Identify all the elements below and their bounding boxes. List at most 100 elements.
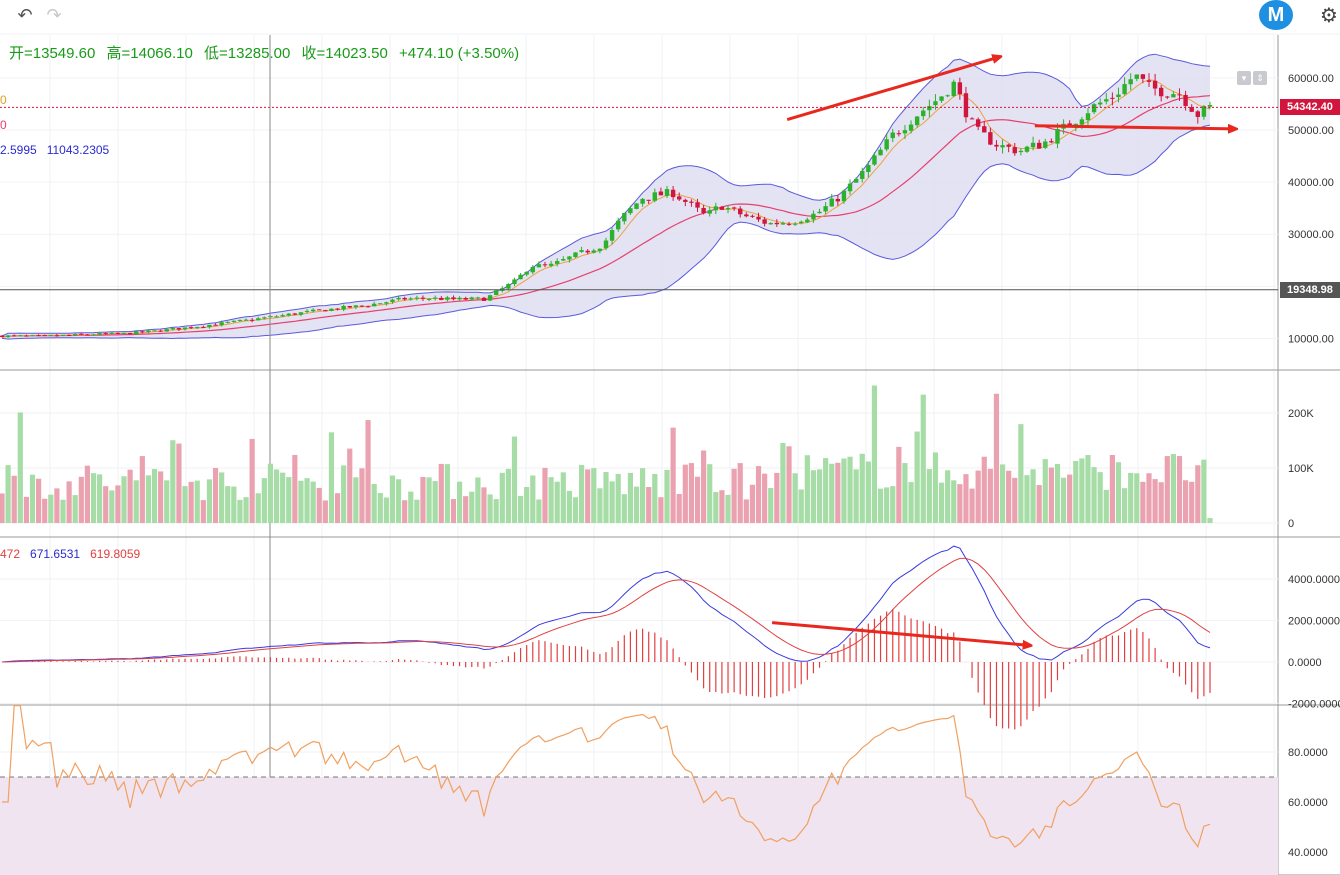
candle: [963, 93, 969, 118]
volume-bar: [72, 495, 78, 523]
boll-value-a: 2.5995: [0, 143, 37, 157]
undo-icon[interactable]: ↶: [17, 5, 33, 25]
macd-value-c: 619.8059: [90, 547, 141, 561]
macd-panel: [1, 545, 1211, 730]
candle: [5, 335, 11, 338]
collapse-panel-icon[interactable]: ▾: [1237, 71, 1251, 85]
candle: [914, 116, 920, 126]
volume-bar: [713, 491, 719, 523]
volume-bar: [517, 495, 524, 523]
volume-bar: [1012, 477, 1018, 523]
candle: [286, 313, 291, 316]
open-value: 开=13549.60: [9, 45, 96, 62]
volume-bar: [707, 464, 713, 523]
volume-bar: [676, 493, 682, 523]
y-tick-label: 100K: [1288, 463, 1314, 475]
volume-bar: [1158, 482, 1164, 523]
volume-bar: [36, 478, 42, 523]
candle: [445, 297, 450, 300]
volume-bar: [884, 487, 890, 523]
candle: [835, 198, 841, 202]
candle: [323, 310, 328, 312]
candle: [677, 196, 682, 200]
volume-bar: [902, 463, 908, 523]
candle: [786, 223, 792, 225]
candle: [426, 298, 432, 300]
candle: [799, 221, 804, 224]
volume-bar: [322, 500, 328, 523]
candle: [365, 306, 371, 308]
candle: [420, 297, 426, 299]
candle: [530, 267, 535, 273]
volume-bar: [585, 469, 591, 523]
volume-bar: [11, 475, 17, 523]
volume-bar: [450, 499, 457, 523]
volume-bar: [54, 488, 60, 523]
candle: [548, 263, 554, 266]
macd-value-b: 671.6531: [30, 547, 81, 561]
candle: [292, 313, 298, 315]
volume-bar: [536, 499, 542, 523]
candle: [182, 327, 188, 330]
candle: [384, 302, 389, 304]
volume-bar: [810, 470, 817, 523]
resize-panel-icon[interactable]: ⇕: [1253, 71, 1267, 85]
candle: [140, 331, 145, 333]
redo-icon[interactable]: ↷: [46, 5, 62, 25]
candle: [79, 333, 84, 335]
candle: [1189, 107, 1194, 112]
volume-bar: [603, 472, 609, 523]
volume-bar: [200, 500, 206, 523]
candle: [542, 264, 548, 266]
candle: [872, 155, 877, 165]
candle: [841, 190, 847, 202]
candle: [744, 214, 749, 217]
candle: [969, 118, 975, 120]
ma-label-a: 0: [0, 93, 7, 107]
candle: [1024, 146, 1030, 152]
volume-bar: [658, 497, 664, 523]
volume-bar: [444, 464, 450, 523]
gear-icon[interactable]: ⚙: [1320, 5, 1338, 27]
volume-bar: [566, 490, 572, 523]
volume-bar: [182, 486, 188, 523]
volume-bar: [914, 431, 920, 523]
candle: [579, 250, 584, 252]
candle: [1079, 119, 1085, 125]
volume-bar: [932, 452, 939, 523]
candle: [213, 324, 218, 326]
volume-bar: [762, 473, 768, 523]
candle: [664, 189, 670, 196]
candle: [225, 321, 230, 323]
volume-bar: [816, 469, 823, 523]
candle: [524, 271, 529, 275]
candle: [988, 132, 993, 145]
high-value: 高=14066.10: [106, 45, 193, 62]
volume-bar: [42, 498, 48, 523]
candle: [310, 309, 316, 312]
candle: [207, 324, 212, 328]
candle: [109, 332, 115, 334]
volume-bar: [701, 450, 707, 523]
candle: [335, 308, 340, 310]
volume-bar: [524, 487, 530, 523]
candle: [256, 318, 261, 321]
volume-bar: [426, 477, 432, 523]
volume-bar: [316, 487, 322, 523]
volume-bar: [640, 468, 646, 523]
volume-bar: [48, 494, 54, 523]
candle: [780, 223, 786, 225]
volume-bar: [243, 497, 249, 523]
volume-bar: [280, 472, 286, 523]
volume-bar: [560, 472, 566, 523]
volume-bar: [164, 480, 170, 523]
volume-bar: [505, 468, 511, 523]
y-tick-label: 50000.00: [1288, 125, 1334, 137]
volume-bar: [377, 493, 383, 523]
volume-bar: [402, 500, 408, 523]
candle: [262, 317, 267, 319]
boll-label: 2.5995 11043.2305: [0, 143, 109, 157]
volume-bar: [78, 476, 84, 523]
volume-bar: [97, 474, 103, 523]
